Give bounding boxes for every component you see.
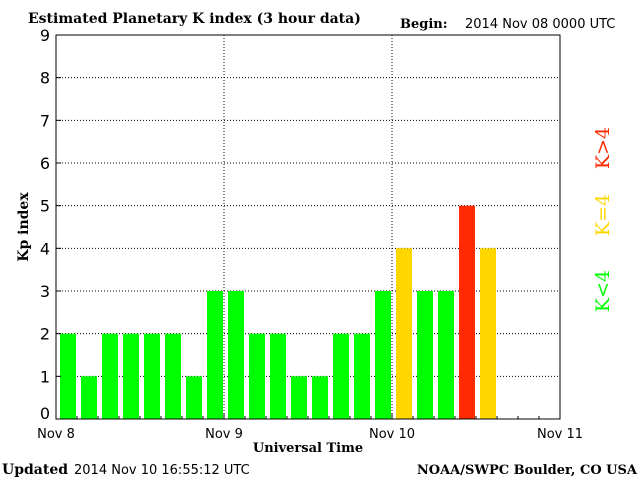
kp-bar <box>354 333 370 419</box>
kp-bar <box>312 376 328 419</box>
kp-bar <box>123 333 139 419</box>
legend-equal: K=4 <box>592 194 614 236</box>
y-tick-label: 0 <box>40 404 50 423</box>
kp-bar <box>396 248 412 419</box>
kp-bar <box>459 205 475 419</box>
credit-text: NOAA/SWPC Boulder, CO USA <box>417 463 638 478</box>
kp-bar <box>186 376 202 419</box>
kp-bar <box>60 333 76 419</box>
x-tick-label: Nov 9 <box>205 427 243 442</box>
kp-bar <box>375 291 391 419</box>
y-tick-label: 6 <box>40 154 50 173</box>
y-tick-label: 2 <box>40 325 50 344</box>
kp-bar <box>417 291 433 419</box>
y-tick-label: 5 <box>40 197 50 216</box>
x-axis-label: Universal Time <box>253 441 363 456</box>
kp-bar <box>102 333 118 419</box>
kp-bar <box>438 291 454 419</box>
kp-bar <box>144 333 160 419</box>
begin-label: Begin: <box>400 17 448 32</box>
kp-bar <box>249 333 265 419</box>
kp-bar <box>81 376 97 419</box>
kp-bar <box>270 333 286 419</box>
begin-value: 2014 Nov 08 0000 UTC <box>465 17 615 32</box>
chart-title: Estimated Planetary K index (3 hour data… <box>28 11 361 27</box>
kp-bar <box>291 376 307 419</box>
legend-high: K>4 <box>592 127 614 169</box>
x-tick-label: Nov 11 <box>537 427 583 442</box>
y-tick-label: 9 <box>40 26 50 45</box>
y-tick-label: 3 <box>40 282 50 301</box>
x-tick-label: Nov 8 <box>37 427 75 442</box>
y-axis-label: Kp index <box>16 192 32 262</box>
y-tick-label: 7 <box>40 111 50 130</box>
kp-bar <box>165 333 181 419</box>
updated-label: Updated <box>2 462 68 478</box>
y-tick-label: 4 <box>40 239 50 258</box>
y-tick-label: 1 <box>40 367 50 386</box>
kp-bar <box>228 291 244 419</box>
x-tick-label: Nov 10 <box>369 427 415 442</box>
x-tick-labels: Nov 8 Nov 9 Nov 10 Nov 11 <box>37 413 583 442</box>
bars <box>60 205 496 419</box>
kp-bar <box>207 291 223 419</box>
kp-bar <box>333 333 349 419</box>
legend-low: K<4 <box>592 270 614 312</box>
y-tick-label: 8 <box>40 69 50 88</box>
kp-bar <box>480 248 496 419</box>
y-tick-labels: 0 1 2 3 4 5 6 7 8 9 <box>40 26 61 423</box>
updated-value: 2014 Nov 10 16:55:12 UTC <box>74 463 250 478</box>
